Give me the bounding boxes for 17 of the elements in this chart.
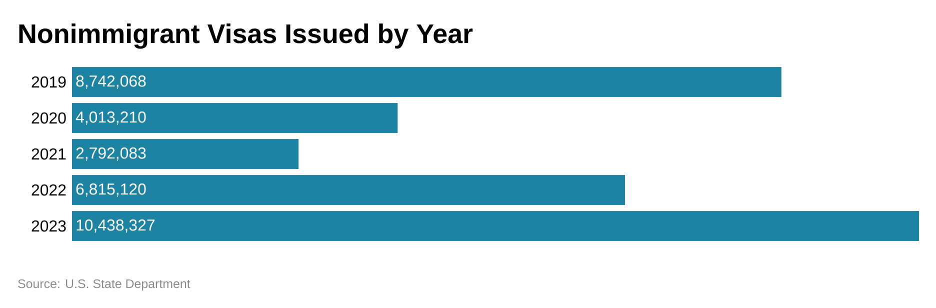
bar: [72, 103, 398, 134]
data-label: 8,742,068: [76, 75, 146, 89]
bar: [72, 139, 299, 170]
source-note: Source: U.S. State Department: [18, 279, 190, 291]
data-label: 2,792,083: [76, 147, 146, 161]
data-label: 4,013,210: [76, 111, 146, 125]
data-label: 6,815,120: [76, 183, 146, 197]
bar: [72, 175, 626, 206]
chart-title: Nonimmigrant Visas Issued by Year: [19, 24, 473, 49]
y-tick-label: 2020: [32, 112, 66, 124]
y-tick-label: 2019: [32, 76, 66, 88]
y-tick-label: 2021: [32, 148, 66, 160]
y-tick-label: 2023: [32, 220, 66, 232]
y-tick-label: 2022: [32, 184, 66, 196]
data-label: 10,438,327: [76, 219, 154, 233]
bar: [72, 67, 782, 98]
bar: [72, 211, 920, 242]
